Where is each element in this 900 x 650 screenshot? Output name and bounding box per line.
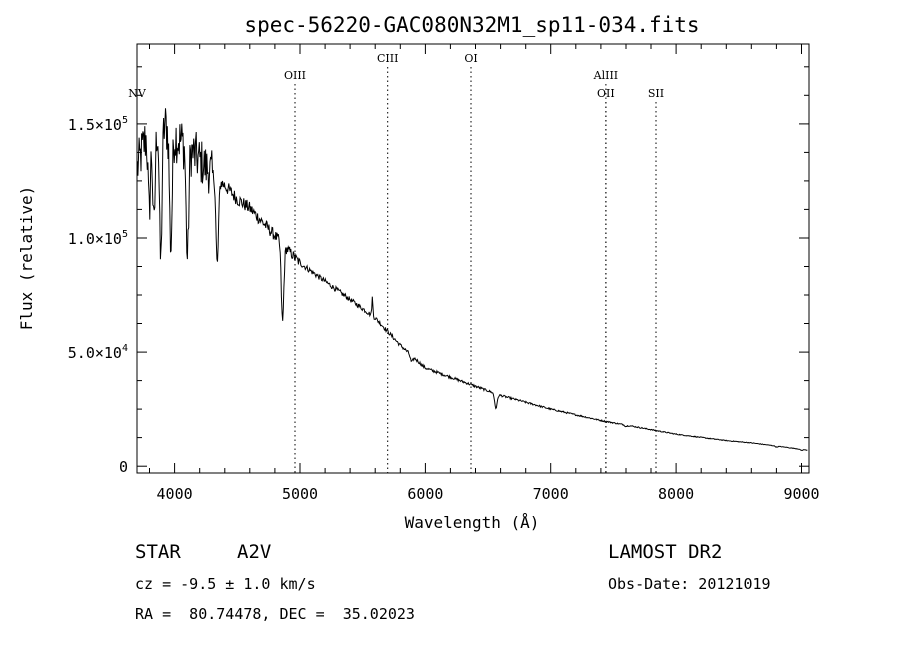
y-tick-label: 0 bbox=[119, 458, 128, 476]
x-tick-label: 7000 bbox=[533, 485, 569, 503]
x-axis-label: Wavelength (Å) bbox=[405, 513, 540, 532]
spectral-line-label: SII bbox=[648, 87, 664, 100]
spectral-line-markers: NV OIII CIII OI AlIII OII SII bbox=[128, 52, 664, 473]
spectral-line-label: AlIII bbox=[593, 69, 619, 82]
spectral-line-label: OIII bbox=[284, 69, 306, 82]
object-type: STAR bbox=[135, 541, 181, 563]
coordinates: RA = 80.74478, DEC = 35.02023 bbox=[135, 605, 415, 623]
redshift-cz: cz = -9.5 ± 1.0 km/s bbox=[135, 575, 316, 593]
axis-ticks: 4000 5000 6000 7000 8000 9000 0 5.0×104 1.0×105 1… bbox=[68, 44, 820, 503]
x-tick-label: 5000 bbox=[282, 485, 318, 503]
chart-title: spec-56220-GAC080N32M1_sp11-034.fits bbox=[244, 13, 699, 37]
spectral-line-label: CIII bbox=[377, 52, 398, 65]
x-tick-label: 8000 bbox=[658, 485, 694, 503]
spectral-class: A2V bbox=[237, 541, 272, 563]
spectrum-line bbox=[136, 108, 808, 452]
y-tick-label: 5.0×104 bbox=[68, 343, 128, 362]
observation-date: Obs-Date: 20121019 bbox=[608, 575, 771, 593]
plot-frame bbox=[136, 43, 810, 474]
y-tick-label: 1.0×105 bbox=[68, 229, 128, 248]
x-tick-label: 6000 bbox=[407, 485, 443, 503]
survey-name: LAMOST DR2 bbox=[608, 541, 723, 563]
x-tick-label: 9000 bbox=[783, 485, 819, 503]
spectral-line-label: OI bbox=[464, 52, 477, 65]
spectral-line-label: OII bbox=[597, 87, 615, 100]
spectral-line-label: NV bbox=[128, 87, 147, 100]
y-tick-label: 1.5×105 bbox=[68, 115, 128, 134]
x-tick-label: 4000 bbox=[157, 485, 193, 503]
y-axis-label: Flux (relative) bbox=[17, 186, 36, 331]
